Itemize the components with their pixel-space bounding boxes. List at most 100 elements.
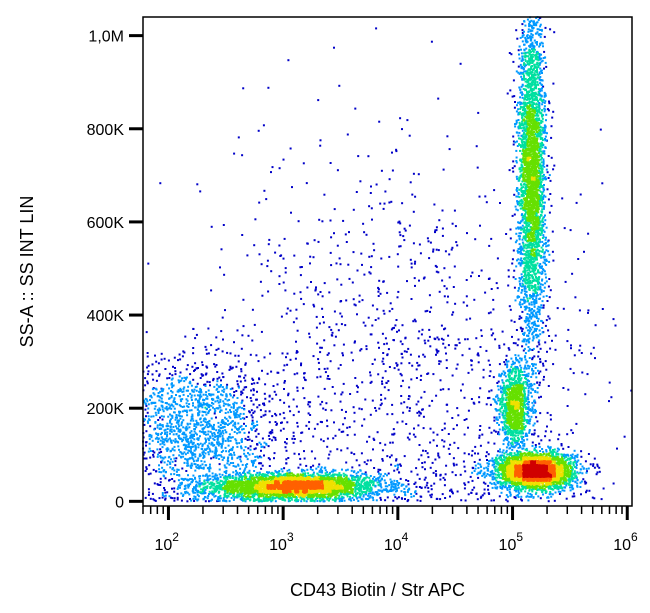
data-point — [240, 368, 243, 371]
data-point — [523, 75, 525, 78]
data-point — [536, 31, 539, 34]
data-point — [160, 471, 163, 474]
data-point — [437, 97, 440, 100]
data-point — [252, 389, 255, 392]
data-point — [152, 453, 155, 456]
data-point — [238, 386, 240, 389]
data-point — [160, 460, 163, 463]
data-point — [466, 338, 469, 341]
data-point — [229, 388, 232, 391]
data-point — [501, 426, 504, 429]
data-point — [444, 250, 447, 253]
data-point — [499, 410, 502, 413]
data-point — [373, 493, 376, 496]
data-point — [329, 471, 331, 474]
data-point — [541, 103, 544, 106]
data-point — [236, 407, 239, 410]
data-point — [179, 371, 182, 374]
data-point — [205, 473, 208, 476]
data-point — [148, 464, 151, 467]
data-point — [164, 428, 167, 431]
data-point — [164, 471, 167, 474]
data-point — [164, 456, 167, 459]
data-point — [496, 257, 499, 260]
data-point — [241, 417, 244, 420]
data-point — [254, 465, 257, 468]
data-point — [244, 379, 247, 382]
data-point — [179, 484, 182, 487]
data-point — [452, 462, 455, 465]
data-point — [545, 295, 548, 297]
data-point — [398, 471, 400, 474]
data-point — [477, 352, 480, 355]
data-point — [318, 368, 321, 371]
data-point — [158, 451, 161, 454]
data-point — [377, 483, 380, 486]
data-point — [312, 464, 315, 467]
data-point — [254, 455, 257, 458]
data-point — [249, 353, 252, 356]
data-point — [526, 313, 529, 315]
data-point — [160, 436, 163, 439]
data-point — [514, 372, 517, 375]
data-point — [363, 273, 366, 276]
data-point — [312, 471, 315, 474]
data-point — [359, 496, 362, 499]
data-point — [198, 390, 201, 393]
data-point — [326, 419, 328, 422]
data-point — [391, 433, 394, 436]
data-point — [249, 448, 252, 451]
data-point — [526, 438, 529, 441]
data-point — [273, 452, 276, 455]
data-point — [384, 489, 387, 492]
data-point — [424, 310, 427, 313]
data-point — [427, 456, 430, 459]
data-point — [219, 266, 221, 269]
data-point — [528, 49, 531, 52]
data-point — [543, 129, 546, 132]
data-point — [313, 239, 316, 242]
data-point — [254, 447, 257, 450]
data-point — [548, 253, 551, 256]
data-point — [191, 454, 194, 457]
data-point — [279, 255, 282, 257]
data-point — [317, 361, 320, 364]
data-point — [489, 403, 492, 406]
data-point — [539, 370, 542, 373]
data-point — [162, 470, 165, 473]
data-point — [514, 123, 516, 126]
data-point — [286, 469, 289, 472]
data-point — [361, 472, 364, 475]
data-point — [321, 307, 324, 310]
data-point — [520, 273, 523, 276]
data-point — [402, 411, 405, 414]
data-point — [150, 415, 153, 418]
data-point — [519, 63, 522, 66]
data-point — [221, 426, 224, 429]
data-point — [396, 481, 399, 484]
data-point — [407, 347, 410, 350]
data-point — [525, 326, 528, 329]
data-point — [511, 437, 513, 440]
data-point — [237, 463, 240, 466]
data-point — [237, 354, 240, 357]
data-point — [261, 294, 264, 297]
data-point — [197, 459, 199, 462]
data-point — [382, 475, 385, 478]
data-point — [542, 244, 544, 247]
data-point — [338, 472, 341, 475]
data-point — [537, 305, 540, 308]
data-point — [223, 464, 226, 467]
data-point — [198, 482, 201, 485]
data-point — [575, 201, 578, 204]
data-point — [429, 494, 432, 497]
data-point — [187, 483, 190, 486]
data-point — [497, 409, 500, 412]
data-point — [523, 43, 526, 46]
data-point — [184, 335, 187, 338]
data-point — [494, 483, 497, 486]
data-point — [522, 374, 525, 376]
data-point — [492, 308, 495, 311]
data-point — [206, 366, 209, 369]
data-point — [201, 463, 204, 466]
